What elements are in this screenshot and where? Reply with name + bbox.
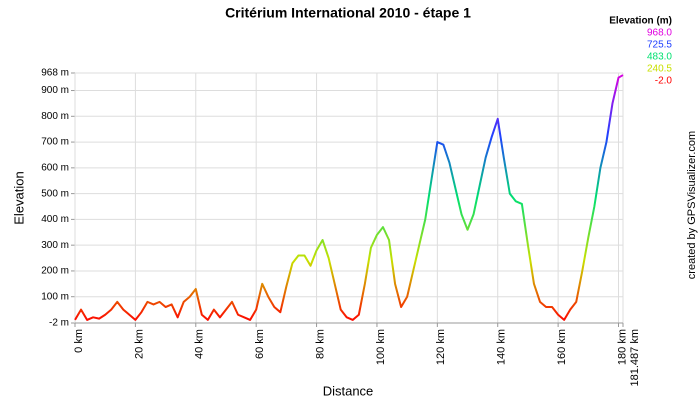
legend-value: 483.0 xyxy=(647,52,672,63)
legend-value: 725.5 xyxy=(647,40,672,51)
x-tick-label: 40 km xyxy=(194,329,206,359)
x-tick-label: 100 km xyxy=(375,329,387,365)
y-tick-label: 700 m xyxy=(41,137,69,148)
y-tick-label: 200 m xyxy=(41,266,69,277)
y-tick-label: 968 m xyxy=(41,68,69,79)
x-tick-label: 181.487 km xyxy=(629,329,641,386)
y-tick-label: -2 m xyxy=(49,318,69,329)
x-tick-label: 60 km xyxy=(254,329,266,359)
credit: created by GPSVisualizer.com xyxy=(686,131,698,279)
legend-value: 240.5 xyxy=(647,64,672,75)
y-tick-label: 400 m xyxy=(41,214,69,225)
legend-value: -2.0 xyxy=(655,76,673,87)
y-tick-label: 500 m xyxy=(41,188,69,199)
legend-value: 968.0 xyxy=(647,28,672,39)
legend-title: Elevation (m) xyxy=(609,16,672,27)
y-tick-label: 300 m xyxy=(41,240,69,251)
x-tick-label: 80 km xyxy=(314,329,326,359)
x-tick-label: 140 km xyxy=(496,329,508,365)
chart-title: Critérium International 2010 - étape 1 xyxy=(225,5,471,21)
x-tick-label: 0 km xyxy=(73,329,85,353)
x-tick-label: 180 km xyxy=(616,329,628,365)
y-tick-label: 600 m xyxy=(41,162,69,173)
y-tick-label: 800 m xyxy=(41,111,69,122)
elevation-line xyxy=(74,74,624,321)
y-tick-label: 100 m xyxy=(41,291,69,302)
x-axis-label: Distance xyxy=(323,383,374,398)
y-axis-label: Elevation xyxy=(11,171,26,224)
x-tick-label: 120 km xyxy=(435,329,447,365)
y-tick-label: 900 m xyxy=(41,85,69,96)
x-tick-label: 20 km xyxy=(133,329,145,359)
x-tick-label: 160 km xyxy=(556,329,568,365)
